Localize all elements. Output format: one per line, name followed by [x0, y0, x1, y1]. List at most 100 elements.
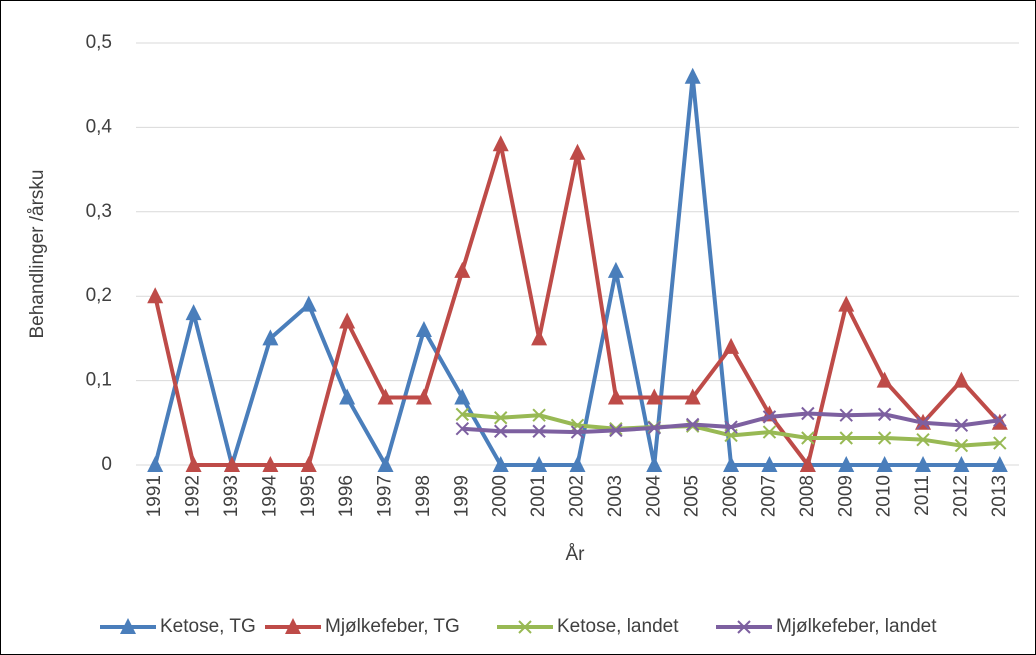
x-tick-label: 1993 — [221, 475, 242, 517]
marker — [532, 408, 546, 422]
marker — [223, 456, 240, 472]
marker — [646, 388, 663, 405]
x-tick-label: 1998 — [413, 475, 434, 517]
x-tick-label: 2007 — [758, 475, 779, 517]
y-tick-label: 0,5 — [86, 32, 112, 53]
x-tick-label: 2000 — [490, 475, 511, 517]
marker — [993, 413, 1007, 427]
marker — [762, 410, 777, 424]
marker — [647, 421, 661, 435]
marker — [570, 425, 585, 439]
marker — [916, 416, 930, 430]
marker — [147, 456, 164, 472]
x-tick-label: 2004 — [643, 475, 664, 518]
marker — [685, 417, 700, 432]
marker — [839, 431, 853, 445]
x-tick-label: 2002 — [567, 475, 588, 517]
y-tick-label: 0,4 — [86, 116, 113, 137]
x-tick-label: 1992 — [183, 475, 204, 517]
y-tick-label: 0,1 — [86, 370, 112, 391]
marker — [954, 418, 969, 433]
marker — [761, 456, 778, 472]
marker — [801, 431, 815, 445]
marker — [532, 424, 546, 438]
x-tick-label: 2012 — [950, 475, 971, 517]
marker — [147, 287, 164, 304]
marker — [339, 312, 356, 329]
legend-label: Ketose, TG — [160, 616, 256, 637]
marker — [607, 261, 624, 278]
x-axis-title: År — [566, 544, 586, 565]
marker — [839, 408, 853, 422]
marker — [185, 456, 202, 472]
marker — [876, 371, 893, 388]
marker — [415, 388, 432, 405]
marker — [262, 329, 279, 346]
legend-label: Ketose, landet — [557, 616, 679, 637]
marker — [607, 388, 624, 405]
marker — [801, 406, 815, 421]
marker — [531, 329, 548, 346]
marker — [492, 456, 509, 472]
x-tick-label: 2013 — [989, 475, 1010, 517]
marker — [953, 371, 970, 388]
x-tick-label: 2009 — [835, 475, 856, 517]
marker — [737, 620, 751, 634]
marker — [494, 411, 508, 425]
marker — [876, 456, 893, 472]
marker — [300, 295, 317, 312]
marker — [684, 388, 701, 405]
x-tick-label: 2001 — [528, 475, 549, 517]
marker — [838, 456, 855, 472]
marker — [723, 337, 740, 354]
legend-label: Mjølkefeber, landet — [776, 616, 937, 637]
marker — [300, 456, 317, 472]
marker — [262, 456, 279, 472]
y-tick-label: 0 — [101, 454, 112, 475]
x-tick-label: 1997 — [375, 475, 396, 517]
marker — [531, 456, 548, 472]
marker — [285, 618, 301, 634]
marker — [762, 425, 777, 439]
x-tick-label: 1991 — [144, 475, 165, 517]
x-tick-label: 2006 — [720, 475, 741, 517]
marker — [916, 432, 930, 447]
marker — [724, 420, 738, 434]
x-tick-label: 2010 — [874, 475, 895, 517]
marker — [569, 456, 586, 472]
marker — [877, 407, 892, 422]
legend-label: Mjølkefeber, TG — [325, 616, 460, 637]
x-tick-label: 1999 — [451, 475, 472, 517]
marker — [915, 456, 932, 472]
x-tick-label: 2005 — [682, 475, 703, 517]
marker — [185, 304, 202, 321]
marker — [377, 456, 394, 472]
x-tick-label: 1994 — [259, 475, 280, 518]
marker — [991, 456, 1008, 472]
marker — [494, 424, 508, 438]
x-tick-label: 1995 — [298, 475, 319, 517]
marker — [339, 388, 356, 405]
x-tick-label: 1996 — [336, 475, 357, 517]
marker — [684, 67, 701, 84]
marker — [646, 456, 663, 472]
marker — [518, 620, 532, 634]
marker — [377, 388, 394, 405]
marker — [492, 135, 509, 152]
y-tick-label: 0,2 — [86, 285, 112, 306]
marker — [953, 456, 970, 472]
marker — [454, 388, 471, 405]
marker — [415, 320, 432, 337]
marker — [609, 423, 623, 438]
marker — [569, 143, 586, 160]
marker — [799, 456, 816, 472]
x-tick-label: 2008 — [797, 475, 818, 517]
marker — [838, 295, 855, 312]
y-tick-label: 0,3 — [86, 201, 112, 222]
marker — [454, 261, 471, 278]
marker — [954, 438, 969, 453]
x-tick-label: 2003 — [605, 475, 626, 517]
marker — [120, 618, 136, 634]
